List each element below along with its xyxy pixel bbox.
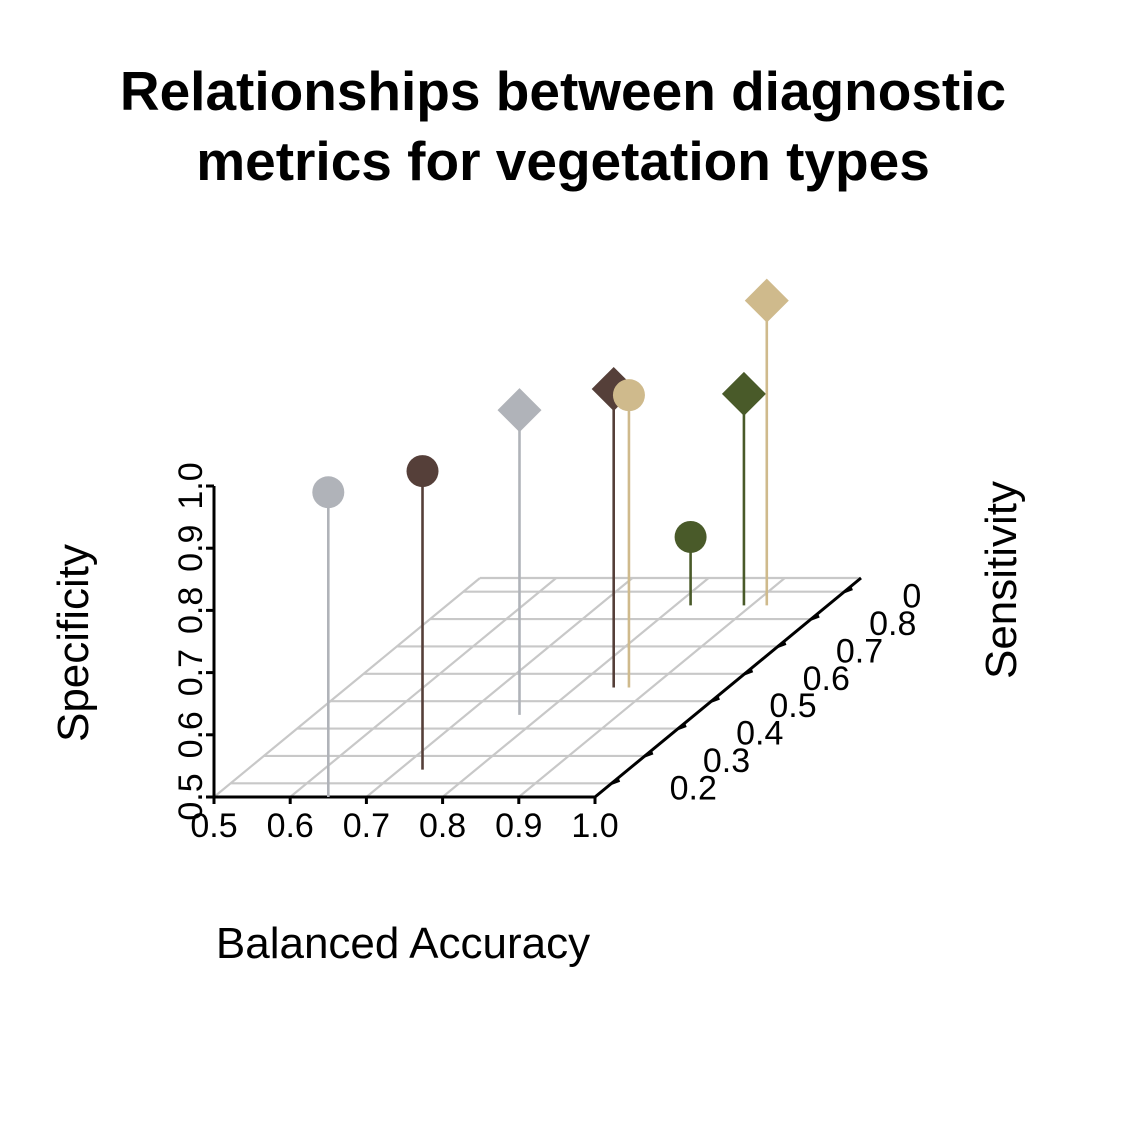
- y-tick-label: 0.5: [769, 687, 816, 725]
- y-tick-mark: [810, 614, 820, 621]
- z-tick-label: 0.6: [172, 711, 210, 758]
- x-tick-label: 0.5: [190, 807, 237, 845]
- point-marker-diamond: [744, 278, 789, 323]
- y-tick-label: 0.4: [736, 715, 783, 753]
- floor-grid: [213, 576, 862, 798]
- z-axis-title: Specificity: [49, 544, 98, 742]
- point-marker-circle: [612, 379, 645, 412]
- y-tick-label: 0.7: [836, 632, 883, 670]
- y-tick-mark: [744, 669, 754, 676]
- x-tick-label: 0.9: [495, 807, 542, 845]
- y-tick-label: 0: [902, 578, 921, 616]
- point-marker-diamond: [497, 388, 542, 433]
- point-marker-circle: [406, 455, 439, 488]
- y-axis-title: Sensitivity: [977, 481, 1026, 679]
- z-tick-label: 0.9: [172, 525, 210, 572]
- grid-line-x: [518, 577, 786, 798]
- grid-line-x: [441, 577, 710, 798]
- z-tick-label: 0.5: [172, 773, 210, 820]
- x-tick-label: 0.8: [419, 807, 466, 845]
- chart-title-line-1: Relationships between diagnostic: [120, 60, 1006, 122]
- point-marker-circle: [312, 476, 345, 509]
- y-tick-mark: [843, 587, 853, 594]
- y-tick-mark: [611, 778, 621, 785]
- z-tick-label: 1.0: [172, 462, 210, 509]
- x-tick-label: 1.0: [571, 807, 618, 845]
- y-tick-label: 0.6: [803, 660, 850, 698]
- y-tick-label: 0.2: [670, 769, 717, 807]
- data-points: [312, 278, 789, 797]
- y-tick-mark: [777, 642, 787, 648]
- x-tick-label: 0.6: [267, 807, 314, 845]
- y-tick-label: 0.8: [869, 605, 916, 643]
- axes: [206, 484, 862, 804]
- y-tick-label: 0.3: [703, 742, 750, 780]
- chart-title-line-2: metrics for vegetation types: [196, 130, 930, 192]
- x-tick-label: 0.7: [343, 807, 390, 845]
- point-marker-diamond: [721, 371, 766, 416]
- y-tick-mark: [710, 696, 720, 703]
- y-axis-line: [594, 576, 862, 799]
- y-tick-mark: [677, 724, 687, 730]
- tick-labels: 0.5 0.6 0.7 0.8 0.9 1.00.50.60.70.80.91.00.20…: [172, 462, 921, 845]
- z-tick-label: 0.7: [172, 649, 210, 696]
- y-tick-mark: [644, 751, 654, 758]
- grid-line-x: [365, 577, 634, 798]
- grid-line-x: [213, 577, 481, 798]
- z-tick-label: 0.8: [172, 587, 210, 634]
- x-axis-title: Balanced Accuracy: [216, 919, 590, 968]
- point-marker-circle: [674, 520, 707, 553]
